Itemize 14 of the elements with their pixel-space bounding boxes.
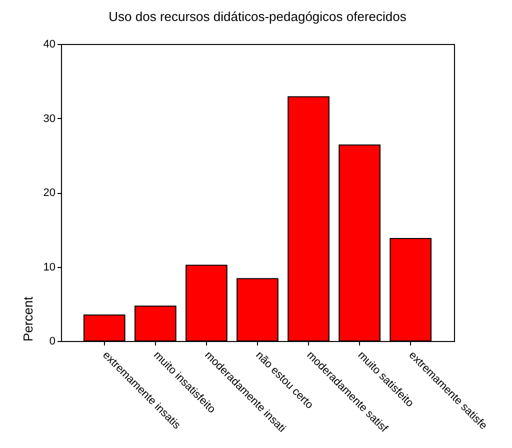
bar	[186, 264, 228, 342]
y-axis-title: Percent	[20, 296, 36, 342]
chart-title: Uso dos recursos didáticos-pedagógicos oferecidos	[108, 9, 407, 24]
bar	[338, 144, 380, 342]
y-tick-label: 40	[43, 38, 56, 50]
bar	[236, 278, 278, 342]
y-tick-label: 10	[43, 261, 56, 274]
bar	[83, 314, 126, 342]
y-tick-label: 0	[49, 336, 56, 348]
y-tick-label: 30	[43, 112, 56, 125]
bar	[390, 238, 432, 342]
y-tick-label: 20	[43, 187, 56, 199]
bar	[134, 306, 176, 342]
bar	[288, 96, 330, 342]
